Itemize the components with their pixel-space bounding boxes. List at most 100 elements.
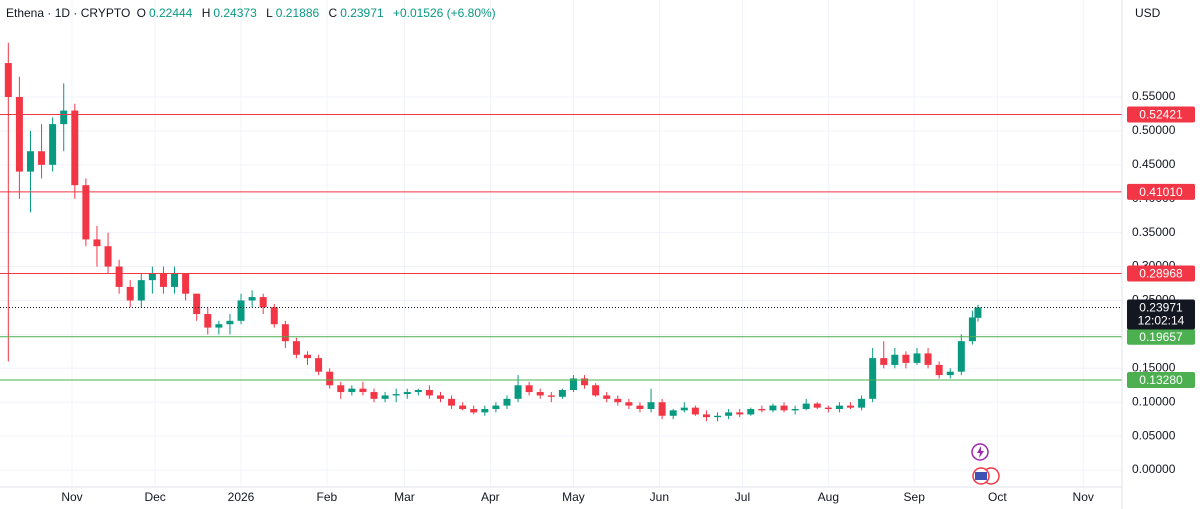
level-label-bg [1127,106,1195,123]
candle-body [304,354,312,359]
price-label-bg [1127,299,1195,330]
level-label: 0.41010 [1139,185,1183,199]
candle-body [425,390,433,396]
candle-body [337,385,345,393]
plot [0,0,1122,487]
x-tick-label: Jul [735,490,750,504]
level-label-bg [1127,371,1195,388]
symbol-header: Ethena · 1D · CRYPTO O 0.22444 H 0.24373 L… [6,6,502,20]
y-tick-label: 0.45000 [1132,157,1176,171]
x-tick-label: Dec [144,490,165,504]
ohlc-letter: H [201,6,211,20]
price-label: 0.23971 [1139,301,1183,315]
candle-body [691,407,699,415]
candle-body [924,353,932,365]
candle-body [536,392,544,396]
x-tick-label: Mar [394,490,415,504]
candle-body [26,151,34,172]
candle-body [436,395,444,399]
candle-body [226,320,234,325]
candle-body [824,407,832,409]
candle-body [581,378,589,386]
candle-body [835,405,843,409]
candle-body [680,407,688,411]
candle-body [791,408,799,411]
candle-body [603,395,611,399]
candle-body [104,246,112,267]
x-tick-label: Apr [481,490,500,504]
candle-body [714,415,722,418]
event-icons [971,443,1000,485]
level-label: 0.28968 [1139,267,1183,281]
candle-body [503,398,511,406]
candle-body [414,390,422,393]
candle-body [957,341,965,372]
candle-body [448,398,456,406]
candle-body [658,402,666,416]
candle-body [935,364,943,376]
flag-icon [975,472,987,480]
candle-body [569,378,577,391]
candle-body [614,398,622,403]
candle-body [15,96,23,172]
candle-body [802,403,810,409]
ohlc-value: 0.21886 [275,6,320,20]
candle-body [60,110,68,125]
candle-body [968,317,976,342]
ohlc-letter: L [266,6,273,20]
candle-body [93,239,101,247]
ohlc-value: 0.24373 [213,6,257,20]
x-tick-label: May [562,490,585,504]
candle-body [182,273,190,294]
candle-body [592,385,600,396]
level-label: 0.19657 [1139,330,1183,344]
countdown: 12:02:14 [1138,314,1185,328]
candle-body [625,402,633,406]
candle-body [292,341,300,355]
candle-body [459,405,467,409]
candle-body [702,414,710,418]
x-tick-label: Oct [988,490,1007,504]
candle-body [315,358,323,372]
level-label-bg [1127,328,1195,345]
candle-body [370,392,378,399]
level-label: 0.52421 [1139,108,1183,122]
candle-body [547,395,555,397]
ohlc-letter: O [136,6,146,20]
candle-body [49,124,57,165]
candle-body [769,405,777,411]
y-tick-label: 0.15000 [1132,360,1176,374]
currency: USD [1135,6,1161,20]
candle-body [514,385,522,399]
candle-body [974,307,982,318]
x-tick-label: Sep [904,490,926,504]
candle-body [38,151,46,165]
change: +0.01526 (+6.80%) [392,6,496,20]
candle-body [348,388,356,393]
x-tick-label: Feb [317,490,338,504]
y-tick-label: 0.35000 [1132,225,1176,239]
candle-body [126,286,134,301]
candle-body [326,371,334,386]
candle-body [270,307,278,325]
candle-body [647,402,655,409]
price-axis-bg [1122,0,1200,509]
candle-body [470,408,478,413]
x-tick-label: Jun [650,490,669,504]
x-tick-label: Nov [1073,490,1094,504]
candle-body [492,405,500,409]
candle-body [403,392,411,395]
candle-body [558,390,566,397]
x-tick-label: Aug [818,490,839,504]
y-tick-label: 0.05000 [1132,428,1176,442]
candle-body [193,293,201,315]
candle-body [359,388,367,393]
symbol: Ethena · 1D · CRYPTO [6,6,131,20]
ohlc-value: 0.23971 [340,6,384,20]
candle-body [392,394,400,396]
level-label-bg [1127,265,1195,282]
x-tick-label: Nov [61,490,82,504]
candle-body [946,371,954,376]
candle-body [813,403,821,408]
